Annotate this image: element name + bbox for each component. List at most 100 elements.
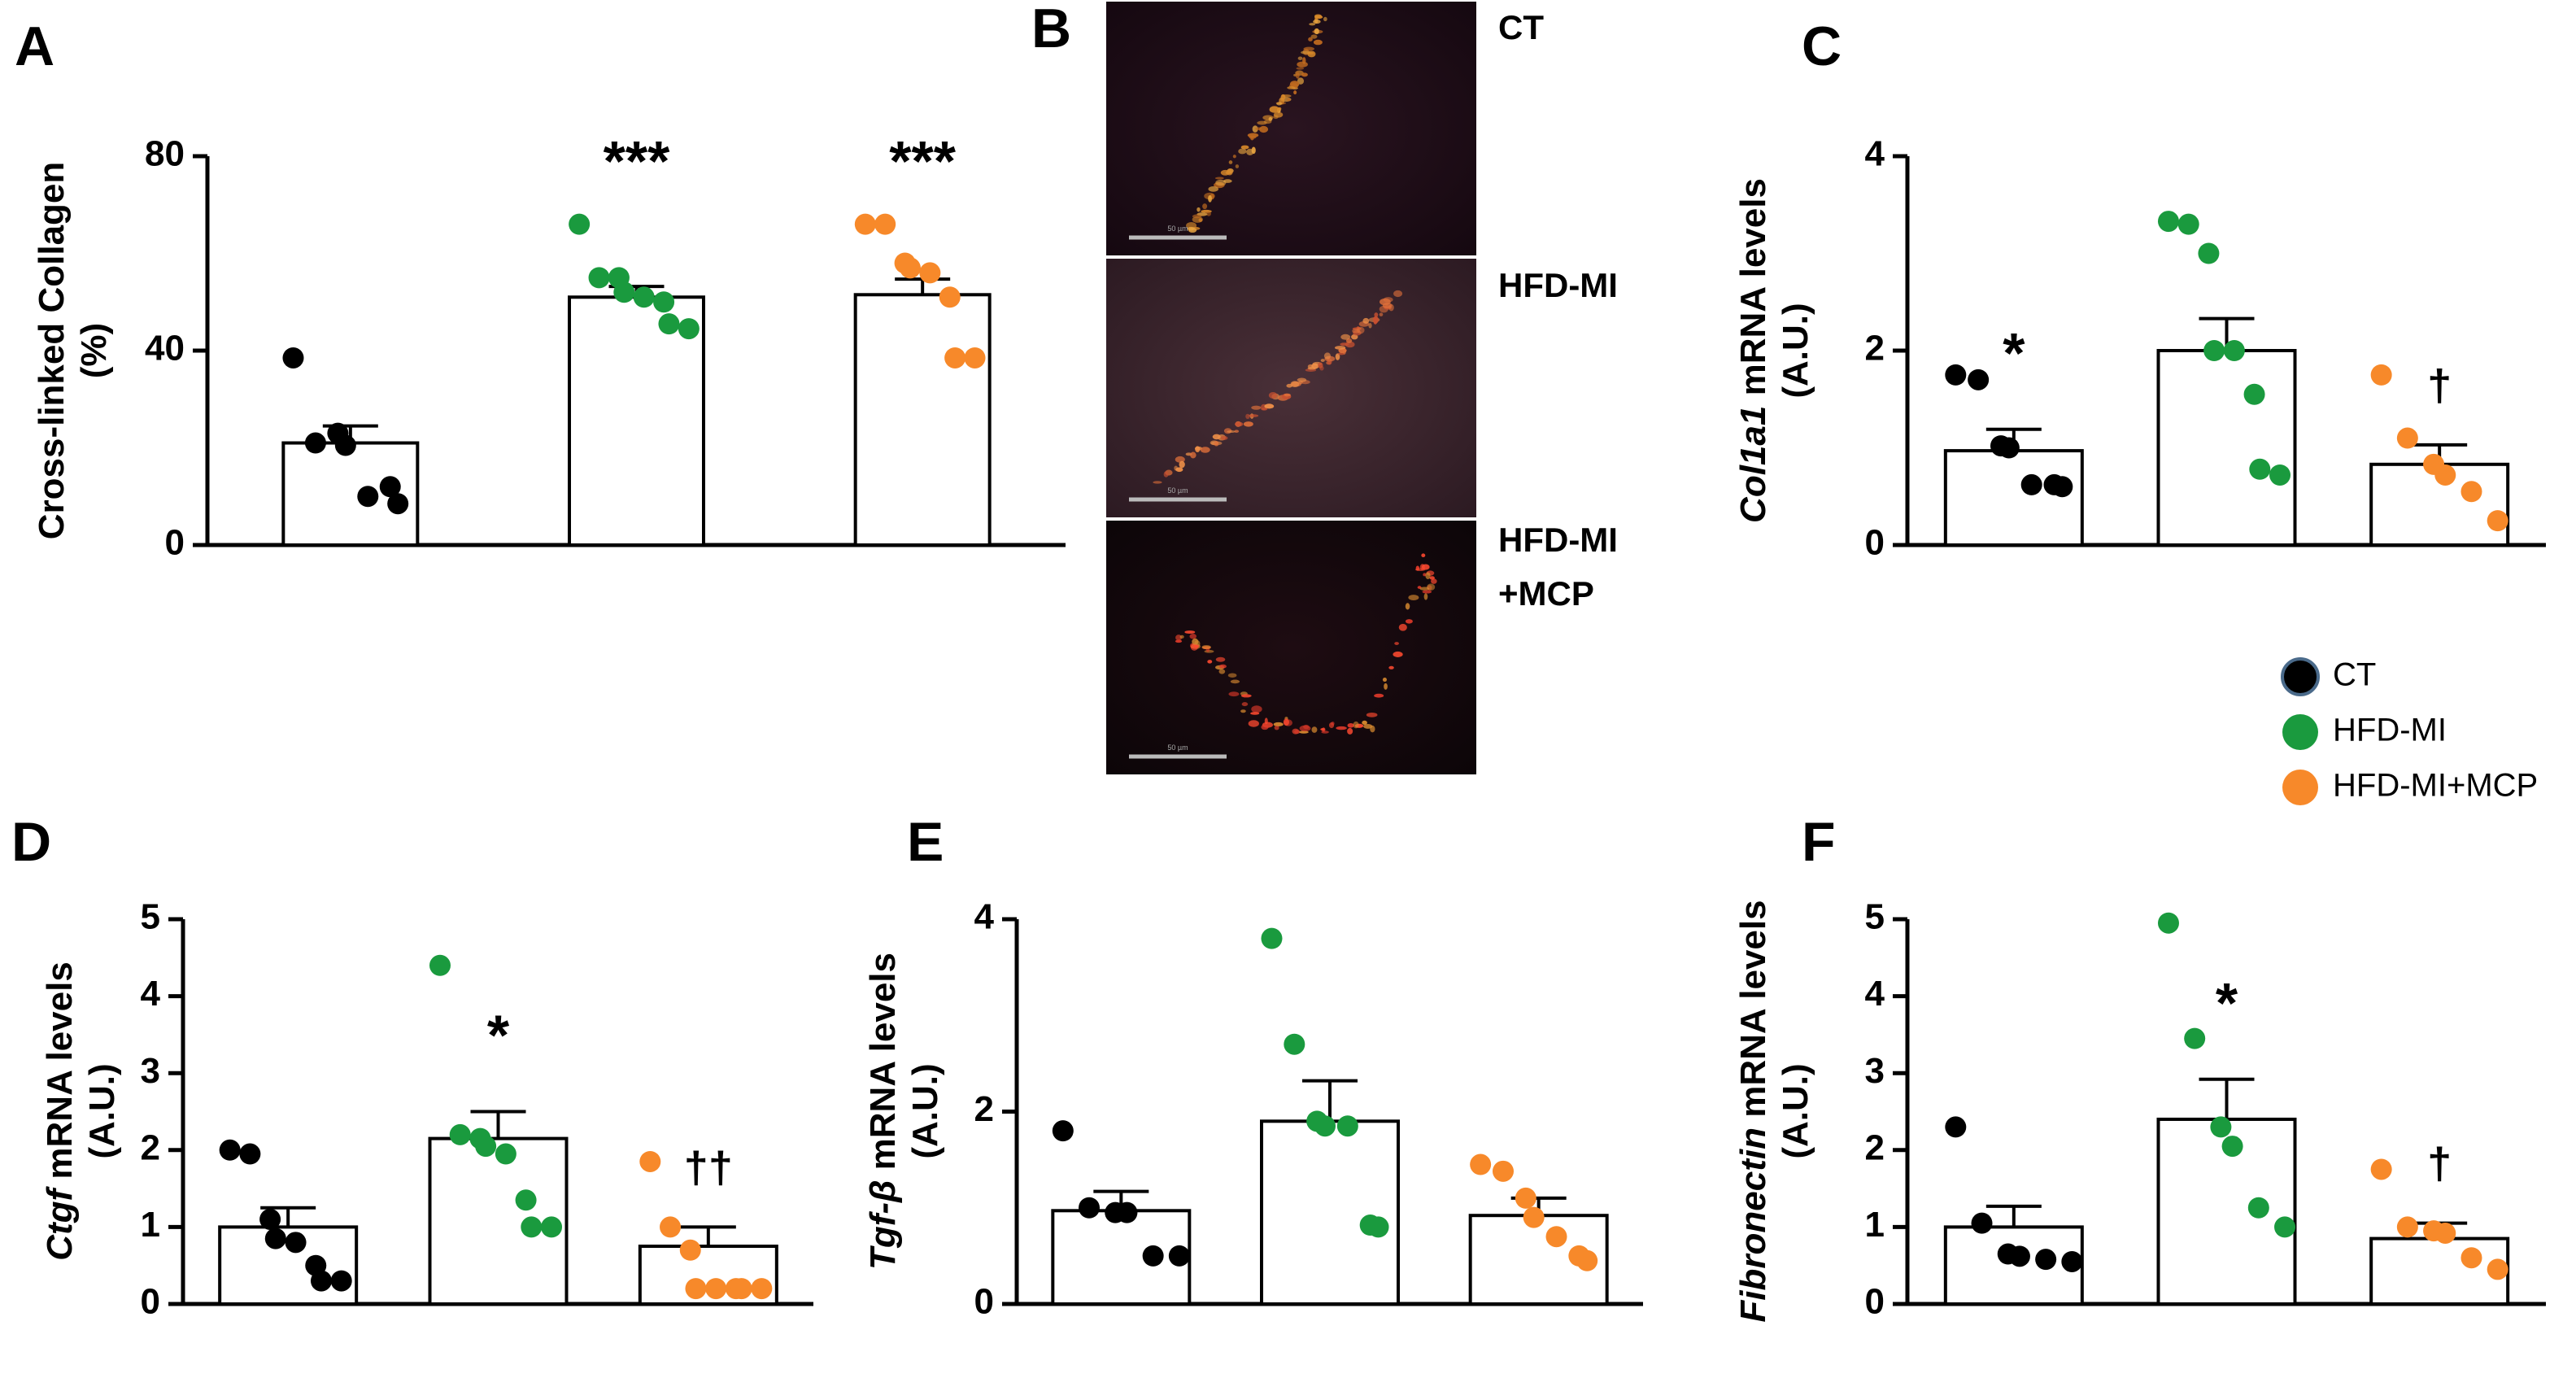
data-point xyxy=(541,1216,563,1238)
fiber-speck xyxy=(1184,630,1196,634)
y-tick-label: 4 xyxy=(1865,134,1885,174)
fiber-speck xyxy=(1287,98,1291,102)
fiber-speck xyxy=(1336,726,1347,730)
data-point xyxy=(1284,1033,1305,1055)
data-point xyxy=(449,1123,471,1145)
data-point xyxy=(304,432,326,454)
y-tick-label: 0 xyxy=(1865,1282,1885,1322)
y-tick-label: 40 xyxy=(145,329,185,368)
fiber-speck xyxy=(1321,730,1329,734)
fiber-speck xyxy=(1353,721,1359,729)
fiber-speck xyxy=(1310,34,1318,39)
fiber-speck xyxy=(1293,90,1297,95)
data-point xyxy=(2247,1197,2269,1219)
fiber-speck xyxy=(1163,471,1169,478)
data-point xyxy=(588,267,610,289)
y-tick-label: 5 xyxy=(141,897,160,937)
data-point xyxy=(751,1278,773,1300)
panel-letter: C xyxy=(1802,15,1842,77)
fiber-speck xyxy=(1284,393,1291,397)
data-point xyxy=(2203,340,2225,361)
fiber-speck xyxy=(1192,214,1202,219)
data-point xyxy=(2370,1158,2392,1180)
y-tick-label: 1 xyxy=(141,1205,160,1245)
fiber-speck xyxy=(1227,430,1236,434)
fiber-speck xyxy=(1351,334,1358,340)
fiber-speck xyxy=(1334,346,1346,350)
bar-hfd-mi xyxy=(1260,1119,1400,1306)
fiber-speck xyxy=(1202,203,1208,210)
data-point xyxy=(964,347,986,368)
fiber-speck xyxy=(1347,727,1353,735)
significance-marker: *** xyxy=(889,129,956,193)
data-point xyxy=(1945,1116,1967,1138)
fiber-speck xyxy=(1384,682,1388,690)
data-point xyxy=(678,318,700,340)
y-tick-label: 0 xyxy=(165,523,185,563)
bar-hfd-mi xyxy=(2156,349,2297,547)
y-tick-label: 0 xyxy=(974,1282,994,1322)
fiber-speck xyxy=(1299,730,1309,734)
data-point xyxy=(2051,476,2073,498)
fiber-speck xyxy=(1276,102,1283,106)
fiber-speck xyxy=(1246,148,1254,155)
y-tick-label: 3 xyxy=(141,1051,160,1091)
data-point xyxy=(334,434,356,456)
data-point xyxy=(2035,1249,2057,1271)
y-tick-label: 2 xyxy=(1865,1127,1885,1167)
fiber-speck xyxy=(1277,107,1282,111)
fiber-speck xyxy=(1313,39,1323,46)
fiber-speck xyxy=(1188,227,1197,233)
fiber-speck xyxy=(1240,694,1252,698)
data-point xyxy=(2020,473,2042,495)
fiber-speck xyxy=(1218,664,1227,669)
fiber-speck xyxy=(1431,578,1437,584)
fiber-speck xyxy=(1343,347,1347,355)
fiber-speck xyxy=(1366,712,1378,717)
fiber-speck xyxy=(1309,23,1316,26)
data-point xyxy=(1079,1197,1101,1219)
data-point xyxy=(495,1143,517,1165)
fiber-speck xyxy=(1261,724,1269,730)
fiber-speck xyxy=(1295,72,1300,79)
micrograph-panel: B 50 µm 50 µm 50 µm CT HFD-MI HFD-MI +MCP xyxy=(1031,0,1618,774)
data-point xyxy=(1142,1245,1164,1267)
fiber-speck xyxy=(1281,94,1292,98)
fiber-speck xyxy=(1379,312,1384,316)
legend-marker xyxy=(2282,770,2318,805)
data-point xyxy=(2221,1136,2243,1158)
y-tick-label: 1 xyxy=(1865,1205,1885,1245)
fiber-speck xyxy=(1393,651,1403,657)
panel-letter: B xyxy=(1031,0,1071,59)
fiber-speck xyxy=(1251,705,1262,713)
fiber-speck xyxy=(1208,194,1212,203)
fiber-speck xyxy=(1283,718,1289,726)
legend-label: HFD-MI xyxy=(2333,713,2447,748)
panel-letter: E xyxy=(907,811,944,873)
y-axis-label: Fibronectin mRNA levels(A.U.) xyxy=(1733,900,1815,1322)
data-point xyxy=(1261,927,1283,949)
micrograph-hfd-mi: 50 µm xyxy=(1106,259,1476,517)
fiber-speck xyxy=(1264,717,1268,725)
panel-letter: D xyxy=(11,811,51,873)
data-point xyxy=(1470,1153,1492,1175)
fiber-speck xyxy=(1299,725,1311,732)
fiber-speck xyxy=(1340,334,1351,340)
data-point xyxy=(282,347,304,368)
panel-f: F 0 1 2 3 4 5 Fibronectin mRNA levels(A.U.) * † xyxy=(1733,811,2546,1323)
data-point xyxy=(944,347,966,368)
fiber-speck xyxy=(1368,322,1372,329)
bar-ct xyxy=(1943,449,2084,547)
legend-label: CT xyxy=(2333,657,2376,693)
micrograph-ct: 50 µm xyxy=(1106,2,1476,255)
scale-bar-label: 50 µm xyxy=(1167,744,1188,752)
fiber-speck xyxy=(1268,391,1278,399)
data-point xyxy=(1576,1249,1598,1271)
y-axis-label: Cross-linked Collagen(%) xyxy=(32,162,114,540)
micrograph-label: HFD-MI +MCP xyxy=(1498,521,1618,613)
data-point xyxy=(1968,368,1990,390)
significance-marker: †† xyxy=(684,1143,733,1192)
significance-marker: *** xyxy=(604,129,670,193)
data-point xyxy=(2396,427,2418,449)
fiber-speck xyxy=(1318,362,1323,368)
